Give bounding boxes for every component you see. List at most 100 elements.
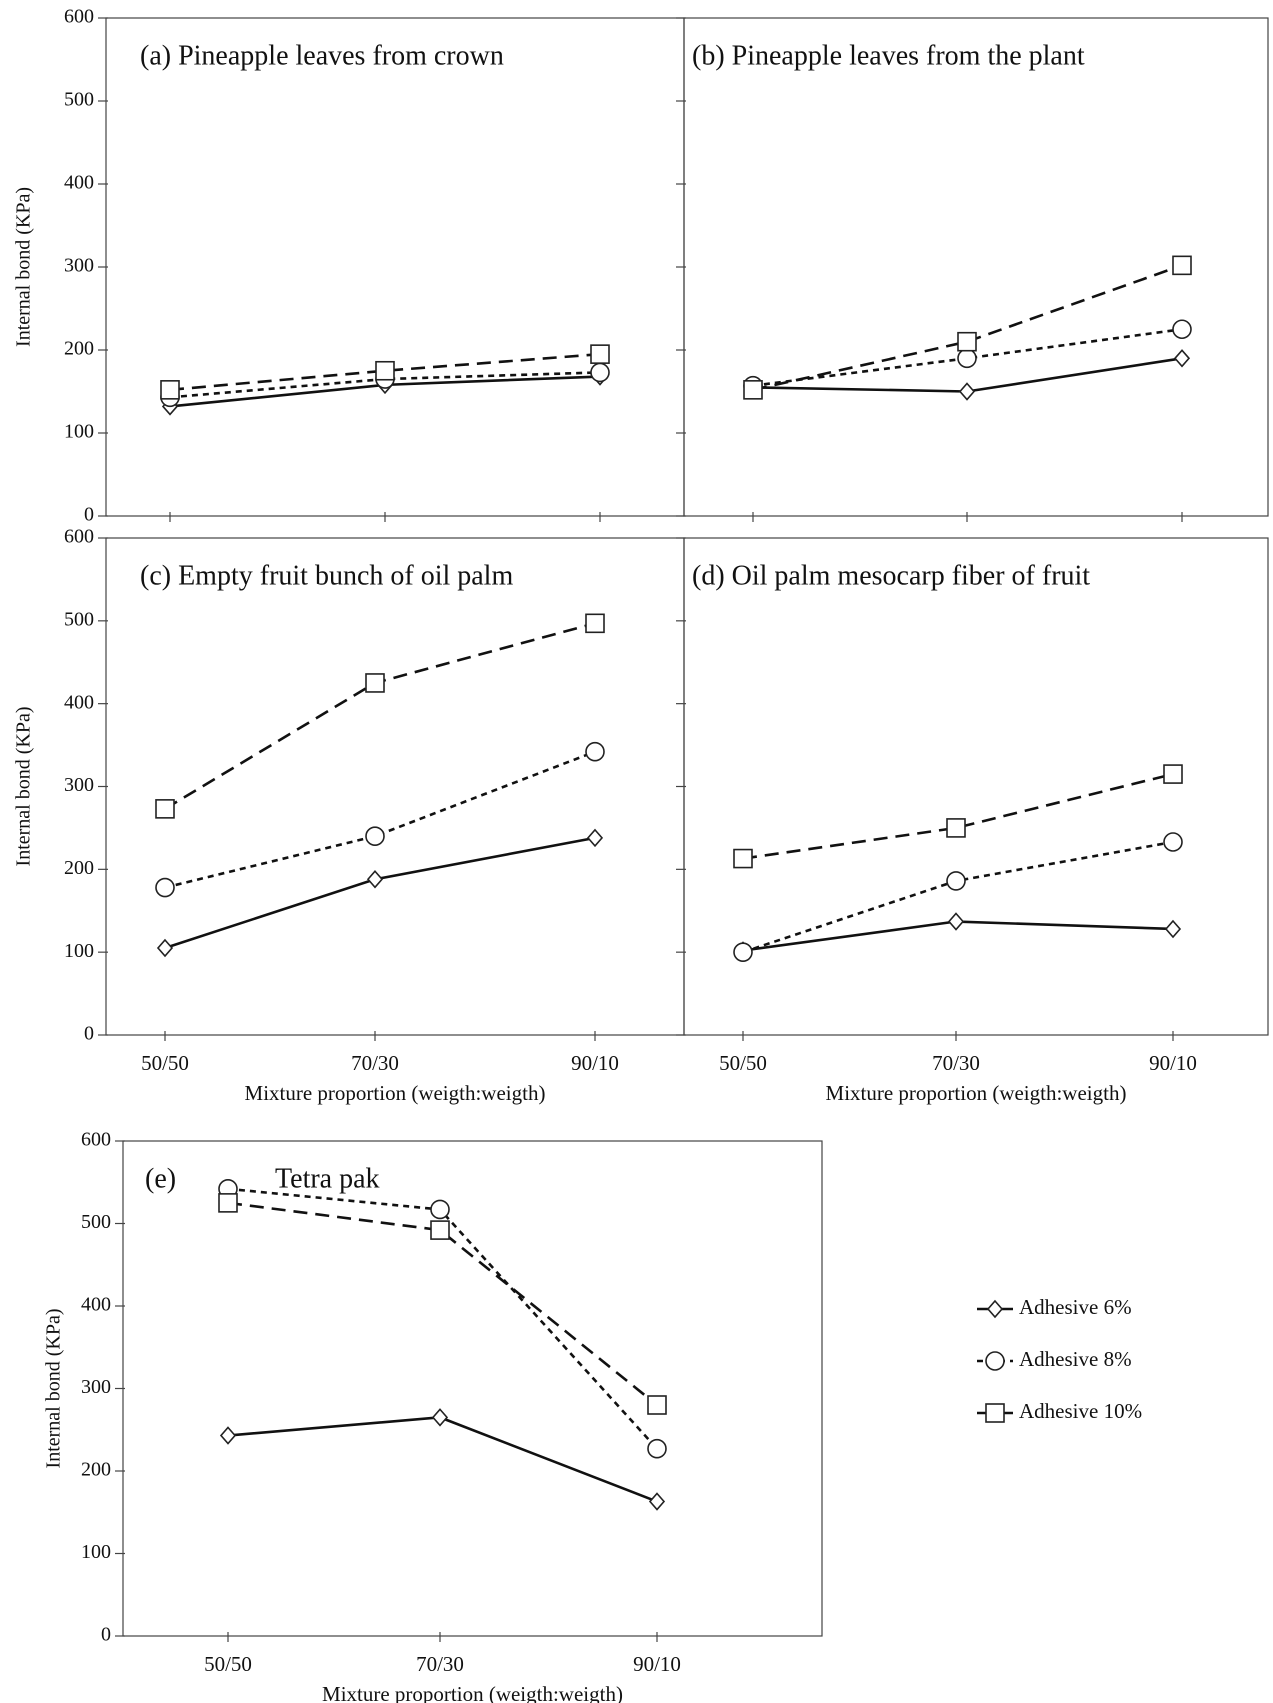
diamond-marker: [958, 382, 976, 401]
y-tick-label: 300: [64, 255, 94, 277]
series-line: [742, 840, 1174, 954]
plot-frame: [683, 537, 1269, 1036]
square-marker: [590, 344, 610, 364]
circle-marker: [155, 877, 175, 898]
x-axis-label: Mixture proportion (weigth:weigth): [826, 1081, 1127, 1105]
series-line: [752, 264, 1183, 392]
series-line: [752, 327, 1183, 387]
x-axis-label: Mixture proportion (weigth:weigth): [322, 1682, 623, 1703]
chart-title: (a) Pineapple leaves from crown: [140, 40, 504, 71]
legend-marker: [985, 1403, 1005, 1423]
x-tick-label: 50/50: [719, 1051, 767, 1075]
square-marker: [430, 1220, 450, 1240]
y-tick-label: 0: [101, 1624, 111, 1646]
y-tick-label: 400: [64, 691, 94, 713]
circle-marker: [733, 942, 753, 962]
y-tick-label: 100: [64, 940, 94, 962]
series-line: [164, 622, 596, 810]
square-marker: [733, 848, 753, 869]
square-marker: [375, 360, 395, 381]
y-tick-label: 400: [64, 172, 94, 194]
series-line: [169, 352, 601, 392]
y-tick-label: 100: [64, 421, 94, 443]
y-tick-label: 500: [64, 608, 94, 630]
circle-marker: [1172, 319, 1192, 340]
y-tick-label: 500: [64, 89, 94, 111]
legend-label: Adhesive 10%: [1019, 1399, 1142, 1423]
y-axis-label: Internal bond (KPa): [43, 1309, 65, 1469]
y-tick-label: 600: [81, 1129, 111, 1151]
circle-marker: [946, 871, 966, 891]
diamond-marker: [586, 828, 604, 848]
series-line: [169, 371, 601, 399]
x-tick-label: 90/10: [571, 1051, 619, 1075]
legend-label: Adhesive 8%: [1019, 1347, 1132, 1371]
x-tick-label: 50/50: [141, 1051, 189, 1075]
y-tick-label: 500: [81, 1211, 111, 1233]
diamond-marker: [156, 938, 174, 958]
square-marker: [1172, 255, 1192, 276]
x-tick-label: 70/30: [351, 1051, 399, 1075]
diamond-marker: [431, 1408, 449, 1427]
y-tick-label: 200: [64, 338, 94, 360]
diamond-marker: [219, 1426, 237, 1445]
circle-marker: [365, 826, 385, 847]
square-marker: [585, 613, 605, 634]
square-marker: [957, 331, 977, 352]
circle-marker: [647, 1438, 667, 1459]
y-axis-label: Internal bond (KPa): [13, 707, 35, 867]
square-marker: [1163, 764, 1183, 784]
y-tick-label: 400: [81, 1294, 111, 1316]
square-marker: [743, 380, 763, 400]
y-tick-label: 200: [64, 857, 94, 879]
circle-marker: [1163, 832, 1183, 852]
square-marker: [155, 799, 175, 819]
chart-subtitle: Tetra pak: [275, 1163, 380, 1194]
plot-frame: [105, 17, 685, 517]
chart-title: (c) Empty fruit bunch of oil palm: [140, 560, 513, 591]
legend-marker: [985, 1351, 1005, 1371]
series-line: [742, 772, 1174, 860]
circle-marker: [585, 741, 605, 762]
square-marker: [218, 1193, 238, 1213]
y-axis-label: Internal bond (KPa): [13, 187, 35, 347]
series-line: [227, 1201, 658, 1407]
legend-label: Adhesive 6%: [1019, 1295, 1132, 1319]
x-tick-label: 70/30: [416, 1652, 464, 1676]
diamond-marker: [366, 870, 384, 889]
series-line: [164, 836, 596, 950]
diamond-marker: [648, 1492, 666, 1511]
y-tick-label: 300: [81, 1376, 111, 1398]
series-line: [164, 750, 596, 889]
plot-frame: [122, 1140, 823, 1637]
diamond-marker: [1173, 349, 1191, 368]
circle-marker: [590, 362, 610, 383]
series-line: [227, 1416, 658, 1503]
y-tick-label: 300: [64, 774, 94, 796]
chart-title: (b) Pineapple leaves from the plant: [692, 40, 1085, 71]
circle-marker: [957, 348, 977, 369]
square-marker: [365, 673, 385, 693]
diamond-marker: [947, 912, 965, 931]
x-tick-label: 70/30: [932, 1051, 980, 1075]
x-tick-label: 90/10: [633, 1652, 681, 1676]
square-marker: [647, 1395, 667, 1415]
circle-marker: [430, 1199, 450, 1220]
y-tick-label: 200: [81, 1459, 111, 1481]
x-axis-label: Mixture proportion (weigth:weigth): [245, 1081, 546, 1105]
y-tick-label: 600: [64, 6, 94, 28]
chart-title: (d) Oil palm mesocarp fiber of fruit: [692, 560, 1090, 591]
y-tick-label: 0: [84, 1023, 94, 1045]
y-tick-label: 0: [84, 504, 94, 526]
plot-frame: [105, 537, 685, 1036]
y-tick-label: 600: [64, 526, 94, 548]
legend-marker: [986, 1299, 1004, 1319]
diamond-marker: [1164, 919, 1182, 939]
chart-title: (e): [145, 1163, 176, 1194]
square-marker: [946, 818, 966, 838]
y-tick-label: 100: [81, 1541, 111, 1563]
x-tick-label: 90/10: [1149, 1051, 1197, 1075]
square-marker: [160, 380, 180, 400]
x-tick-label: 50/50: [204, 1652, 252, 1676]
